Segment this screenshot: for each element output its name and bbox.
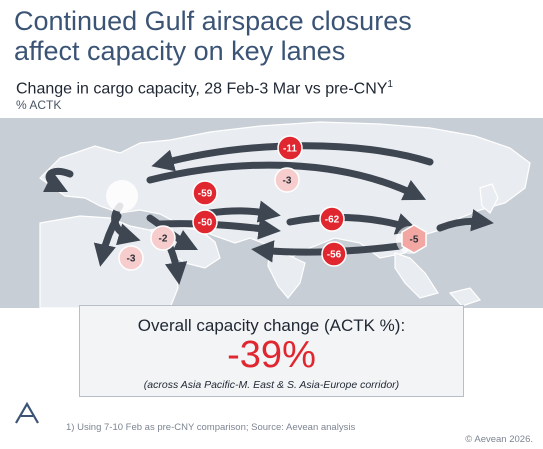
summary-label: Overall capacity change (ACTK %): [137,316,406,335]
subtitle-text: Change in cargo capacity, 28 Feb-3 Mar v… [16,80,388,98]
marker-m5-label: -62 [325,215,340,226]
marker-m6-label: -56 [327,250,342,261]
marker-m8-badge [118,245,144,271]
marker-m9-badge [401,224,427,254]
marker-m4-badge [192,209,218,235]
page-title-line-2: affect capacity on key lanes [14,36,346,66]
summary-value: -39% [227,334,316,376]
chart-subtitle: Change in cargo capacity, 28 Feb-3 Mar v… [16,79,393,98]
route-arrows [42,142,494,285]
unit-label: % ACTK [16,98,62,112]
marker-m6-badge [321,241,347,267]
summary-note: (across Asia Pacific-M. East & S. Asia-E… [143,379,400,391]
route-arrow-north-eastbound [146,161,427,201]
route-arrow-europe-west [42,167,74,193]
route-arrow-east-spur [436,209,494,232]
aevean-logo-icon [15,402,39,424]
marker-m3-label: -59 [198,189,213,200]
route-arrow-europe-east [206,200,281,223]
source-footnote: 1) Using 7-10 Feb as pre-CNY comparison;… [66,422,356,433]
land-india [267,245,306,299]
marker-m9-label: -5 [410,235,419,246]
marker-m5-badge [319,206,345,232]
marker-m7: -2 [150,225,176,251]
marker-m3-badge [192,180,218,206]
land-island-1 [448,287,482,307]
marker-m1-badge [277,135,303,161]
marker-m6: -56 [321,241,347,267]
route-map: -11 -3 -59 -50 -62 -56 -2 -3 -5 [0,118,543,308]
footnote-mark: 1 [387,79,393,90]
marker-m1: -11 [277,135,303,161]
summary-box: Overall capacity change (ACTK %): -39% (… [79,305,464,397]
marker-m7-label: -2 [159,234,168,245]
marker-m8-label: -3 [127,254,136,265]
marker-m2-badge [274,167,300,193]
route-arrow-asia-east [286,213,419,235]
marker-m2-label: -3 [283,176,292,187]
marker-m4-label: -50 [198,218,213,229]
marker-m8: -3 [118,245,144,271]
marker-m7-badge [150,225,176,251]
marker-m9: -5 [401,224,427,254]
route-arrow-africa-southwest [93,212,122,267]
land-southeast-asia [394,252,439,299]
page-title-line-1: Continued Gulf airspace closures [14,6,412,36]
copyright-notice: © Aevean 2026. [465,434,533,445]
marker-m1-label: -11 [283,144,297,155]
marker-m5: -62 [319,206,345,232]
route-arrow-europe-east-2 [156,217,281,240]
marker-m3: -59 [192,180,218,206]
europe-hub [106,180,138,212]
page-title: Continued Gulf airspace closures affect … [14,6,534,66]
land-japan [479,183,499,214]
marker-m4: -50 [192,209,218,235]
marker-m2: -3 [274,167,300,193]
